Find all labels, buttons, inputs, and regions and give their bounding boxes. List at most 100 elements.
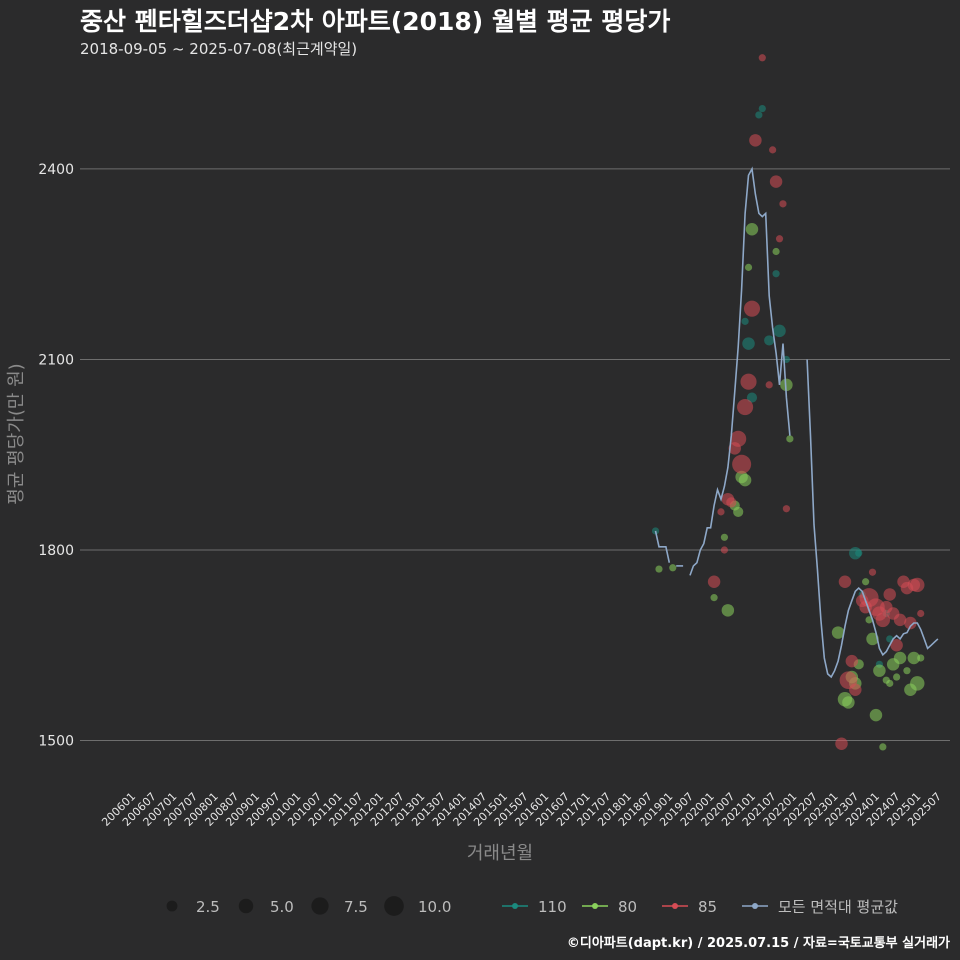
data-point-80 — [893, 673, 901, 681]
data-point-85 — [868, 568, 877, 576]
data-point-85 — [875, 612, 891, 628]
legend-label: 80 — [618, 898, 637, 916]
size-legend-key — [238, 898, 254, 914]
data-point-85 — [720, 546, 729, 554]
data-point-80 — [831, 626, 845, 639]
data-point-110 — [772, 270, 780, 278]
data-point-85 — [740, 373, 757, 390]
legend-label: 85 — [698, 898, 717, 916]
size-legend-key — [311, 897, 329, 915]
data-point-85 — [849, 683, 862, 696]
size-legend-key — [384, 896, 404, 916]
data-point-80 — [738, 473, 752, 487]
data-point-80 — [869, 708, 883, 722]
data-point-110 — [741, 317, 749, 325]
legend-key-dot — [672, 903, 678, 909]
data-point-85 — [730, 430, 747, 447]
data-point-110 — [855, 549, 863, 557]
data-point-85 — [775, 235, 784, 243]
y-tick-label: 2100 — [38, 352, 74, 368]
data-points — [651, 54, 925, 751]
data-point-110 — [764, 335, 775, 346]
data-point-80 — [744, 263, 753, 271]
y-axis-label: 평균 평당가(만 원) — [6, 363, 27, 504]
legend-key-dot — [752, 903, 758, 909]
caption: ©디아파트(dapt.kr) / 2025.07.15 / 자료=국토교통부 실… — [567, 935, 950, 951]
data-point-80 — [780, 378, 793, 392]
data-point-85 — [707, 575, 721, 588]
average-line — [654, 166, 939, 679]
y-tick-label: 1800 — [38, 543, 74, 559]
x-axis-label: 거래년월 — [467, 843, 533, 864]
data-point-80 — [710, 594, 718, 602]
data-point-110 — [758, 104, 766, 113]
data-point-85 — [883, 588, 896, 601]
data-point-110 — [746, 392, 758, 403]
legend-label: 110 — [538, 898, 567, 916]
size-legend-label: 5.0 — [270, 898, 294, 916]
data-point-80 — [842, 696, 855, 709]
chart-title: 중산 펜타힐즈더샵2차 아파트(2018) 월별 평균 평당가 — [80, 7, 670, 36]
data-point-85 — [758, 54, 766, 62]
data-point-110 — [755, 111, 763, 119]
x-tick-labels: 2006012006072007012007072008012008072009… — [99, 790, 944, 829]
data-point-80 — [917, 654, 925, 662]
data-point-85 — [782, 505, 791, 513]
data-point-80 — [873, 664, 886, 677]
y-tick-label: 1500 — [38, 734, 74, 750]
data-point-85 — [769, 146, 777, 154]
data-point-80 — [786, 435, 794, 443]
data-point-80 — [879, 743, 887, 751]
average-line-segment — [689, 166, 791, 576]
data-point-85 — [893, 613, 907, 627]
data-point-85 — [890, 639, 903, 652]
data-point-80 — [720, 533, 729, 541]
data-point-80 — [910, 676, 925, 691]
data-point-80 — [886, 679, 894, 687]
data-point-85 — [769, 175, 783, 188]
data-point-85 — [845, 654, 859, 668]
legend-key-dot — [592, 903, 598, 909]
data-point-80 — [745, 223, 759, 236]
legend-label: 모든 면적대 평균값 — [778, 898, 898, 916]
data-point-85 — [743, 300, 761, 317]
average-line-segment — [654, 530, 671, 563]
data-point-80 — [721, 604, 735, 617]
data-point-85 — [749, 134, 762, 147]
chart-subtitle: 2018-09-05 ~ 2025-07-08(최근계약일) — [80, 40, 357, 58]
size-legend-key — [166, 900, 178, 912]
data-point-80 — [772, 247, 780, 256]
data-point-85 — [717, 508, 725, 516]
data-point-80 — [893, 651, 907, 665]
data-point-80 — [903, 667, 911, 675]
size-legend-label: 7.5 — [344, 898, 368, 916]
average-line-segment — [806, 359, 939, 679]
y-tick-labels: 1500 1800 2100 2400 — [38, 162, 74, 750]
size-legend-label: 10.0 — [418, 898, 451, 916]
data-point-85 — [917, 609, 925, 618]
data-point-110 — [742, 337, 755, 350]
data-point-80 — [655, 565, 663, 573]
data-point-80 — [669, 564, 677, 572]
data-point-85 — [732, 454, 752, 474]
data-point-85 — [904, 616, 917, 630]
legend: 2.5 5.0 7.5 10.0 110 80 85 모든 면적대 평균값 — [166, 896, 898, 916]
data-point-85 — [779, 200, 787, 208]
gridlines — [80, 168, 950, 742]
data-point-80 — [862, 578, 870, 586]
data-point-80 — [866, 632, 879, 646]
size-legend-label: 2.5 — [196, 898, 220, 916]
data-point-80 — [865, 616, 873, 624]
data-point-80 — [733, 506, 744, 517]
y-tick-label: 2400 — [38, 162, 74, 178]
data-point-85 — [726, 497, 737, 508]
data-point-85 — [765, 381, 773, 389]
data-point-80 — [907, 651, 921, 665]
data-point-85 — [835, 737, 848, 750]
legend-key-dot — [512, 903, 518, 909]
data-point-85 — [838, 575, 852, 588]
data-point-110 — [773, 324, 786, 338]
data-point-85 — [910, 577, 925, 593]
